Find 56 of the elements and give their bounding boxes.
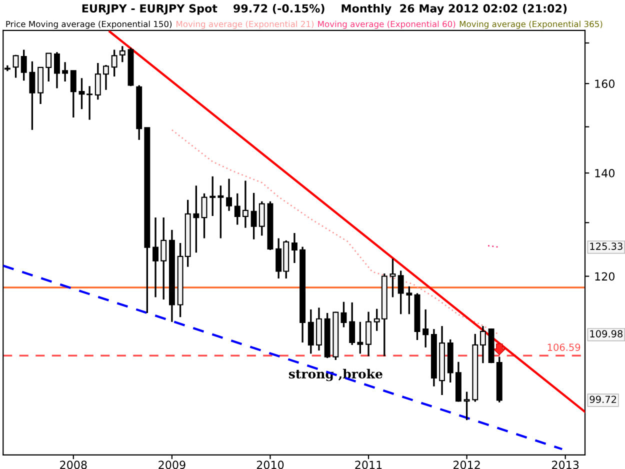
candlestick — [12, 54, 19, 79]
line-series — [171, 129, 500, 336]
candlestick — [20, 48, 27, 82]
candlestick — [193, 184, 200, 254]
text: Price Moving average (Exponential 150) — [6, 20, 172, 29]
candlestick — [226, 178, 232, 212]
ref-line-label: 106.59 — [548, 344, 580, 351]
candlestick — [111, 48, 118, 78]
chart-title: EURJPY - EURJPY Spot 99.72 (-0.15%) Monthly 26 May 2012 02:02 (21:02) — [82, 4, 567, 15]
candlestick — [357, 321, 364, 355]
y-tick-label: 160 — [595, 80, 614, 88]
candlestick — [70, 70, 76, 118]
candlestick — [398, 270, 404, 315]
x-tick-label: 2013 — [552, 460, 579, 469]
candlestick — [86, 85, 93, 121]
text: 109.98 — [590, 330, 623, 338]
candlestick — [78, 77, 85, 110]
candlestick — [210, 176, 216, 217]
x-tick-label: 2010 — [256, 460, 284, 469]
x-tick-label: 2008 — [60, 460, 87, 469]
text: Moving average (Exponential 365) — [460, 20, 602, 29]
candlestick — [406, 286, 412, 315]
candlestick — [46, 52, 52, 82]
text: 125.33 — [590, 242, 622, 250]
candlestick — [242, 180, 248, 229]
text: 99.72 — [590, 396, 616, 404]
candlestick — [250, 192, 257, 240]
candlestick — [291, 232, 298, 264]
x-tick-label: 2012 — [453, 460, 480, 469]
text: Moving average (Exponential 21) — [176, 20, 314, 29]
candlestick — [390, 258, 396, 298]
candlestick — [366, 310, 372, 358]
candlestick — [218, 184, 224, 240]
candlestick — [464, 390, 470, 421]
candlestick — [152, 216, 159, 298]
x-tick-label: 2009 — [158, 460, 186, 469]
y-tick-label: 120 — [595, 272, 614, 281]
candlestick — [94, 62, 101, 101]
x-tick-label: 2011 — [355, 460, 382, 469]
annotation: strong ,broke — [288, 368, 382, 382]
candlestick — [308, 308, 314, 355]
candlestick — [62, 61, 68, 82]
candlestick — [340, 301, 347, 328]
candlestick — [103, 64, 109, 91]
candlestick — [258, 200, 265, 236]
candlestick — [480, 325, 486, 364]
y-tick-label: 140 — [595, 168, 614, 178]
candlestick — [422, 308, 429, 348]
candlestick — [119, 45, 126, 63]
text: Moving average (Exponential 60) — [318, 20, 456, 29]
candlestick — [349, 302, 356, 346]
candlestick — [29, 60, 36, 131]
candlestick — [201, 192, 208, 240]
candlestick — [160, 216, 167, 300]
candlestick — [54, 51, 60, 90]
candlestick — [234, 192, 240, 226]
